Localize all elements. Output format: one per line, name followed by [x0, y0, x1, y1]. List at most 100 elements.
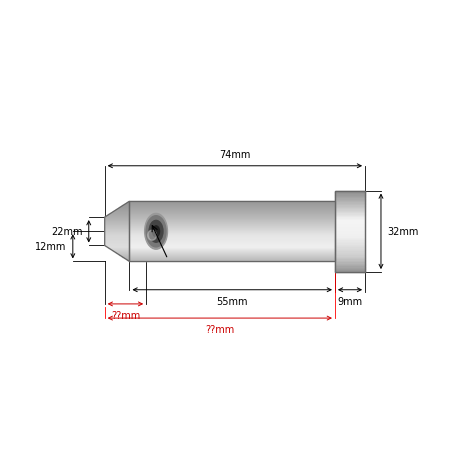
- Bar: [105, 246, 129, 247]
- Bar: [129, 213, 334, 214]
- Bar: [129, 234, 334, 235]
- Bar: [334, 246, 364, 248]
- Bar: [334, 210, 364, 212]
- Bar: [111, 250, 129, 251]
- Bar: [129, 244, 334, 245]
- Bar: [334, 198, 364, 199]
- Bar: [129, 227, 334, 228]
- Bar: [105, 238, 129, 239]
- Bar: [129, 247, 334, 248]
- Bar: [105, 240, 129, 241]
- Bar: [119, 208, 129, 209]
- Bar: [105, 234, 129, 235]
- Bar: [105, 243, 129, 244]
- Bar: [105, 217, 129, 218]
- Ellipse shape: [146, 216, 166, 247]
- Bar: [334, 222, 364, 224]
- Bar: [127, 260, 129, 261]
- Bar: [334, 225, 364, 226]
- Bar: [129, 251, 334, 252]
- Bar: [334, 252, 364, 253]
- Bar: [105, 220, 129, 221]
- Bar: [105, 225, 129, 226]
- Bar: [129, 221, 334, 222]
- Bar: [129, 216, 334, 217]
- Text: 12mm: 12mm: [35, 242, 66, 252]
- Bar: [334, 195, 364, 196]
- Bar: [105, 244, 129, 245]
- Bar: [129, 202, 334, 262]
- Bar: [110, 249, 129, 250]
- Bar: [105, 228, 129, 229]
- Bar: [334, 191, 364, 192]
- Bar: [334, 256, 364, 257]
- Bar: [334, 205, 364, 206]
- Bar: [334, 240, 364, 241]
- Bar: [334, 216, 364, 217]
- Bar: [334, 239, 364, 240]
- Bar: [334, 257, 364, 259]
- Bar: [334, 226, 364, 228]
- Bar: [114, 211, 129, 212]
- Bar: [334, 244, 364, 246]
- Bar: [129, 202, 334, 203]
- Bar: [334, 207, 364, 209]
- Bar: [129, 230, 334, 231]
- Bar: [334, 241, 364, 243]
- Bar: [129, 257, 334, 258]
- Ellipse shape: [147, 230, 156, 241]
- Bar: [334, 253, 364, 255]
- Text: 9mm: 9mm: [337, 297, 362, 307]
- Bar: [129, 208, 334, 209]
- Bar: [129, 204, 334, 205]
- Bar: [129, 253, 334, 254]
- Bar: [334, 191, 364, 273]
- Bar: [129, 235, 334, 236]
- Bar: [129, 205, 334, 206]
- Bar: [129, 219, 334, 220]
- Bar: [129, 222, 334, 223]
- Bar: [129, 209, 334, 210]
- Bar: [129, 217, 334, 218]
- Bar: [334, 232, 364, 233]
- Bar: [334, 228, 364, 229]
- Bar: [129, 207, 334, 208]
- Bar: [105, 239, 129, 240]
- Bar: [129, 225, 334, 226]
- Bar: [105, 231, 129, 232]
- Bar: [108, 215, 129, 216]
- Bar: [105, 245, 129, 246]
- Bar: [118, 254, 129, 255]
- Bar: [129, 256, 334, 257]
- Bar: [129, 228, 334, 229]
- Bar: [334, 209, 364, 210]
- Bar: [105, 226, 129, 227]
- Bar: [121, 207, 129, 208]
- Bar: [111, 213, 129, 214]
- Bar: [119, 255, 129, 256]
- Bar: [334, 218, 364, 219]
- Bar: [334, 260, 364, 262]
- Bar: [334, 251, 364, 252]
- Bar: [334, 237, 364, 239]
- Bar: [129, 210, 334, 211]
- Bar: [129, 246, 334, 247]
- Bar: [129, 237, 334, 238]
- Bar: [129, 254, 334, 255]
- Ellipse shape: [144, 214, 167, 250]
- Bar: [105, 235, 129, 236]
- Bar: [129, 215, 334, 216]
- Bar: [129, 249, 334, 250]
- Bar: [334, 196, 364, 198]
- Bar: [105, 218, 129, 219]
- Bar: [334, 267, 364, 269]
- Bar: [129, 211, 334, 212]
- Bar: [106, 216, 129, 217]
- Ellipse shape: [152, 226, 159, 237]
- Bar: [334, 214, 364, 216]
- Bar: [127, 203, 129, 204]
- Bar: [129, 214, 334, 215]
- Bar: [129, 261, 334, 262]
- Bar: [129, 232, 334, 233]
- Bar: [334, 263, 364, 264]
